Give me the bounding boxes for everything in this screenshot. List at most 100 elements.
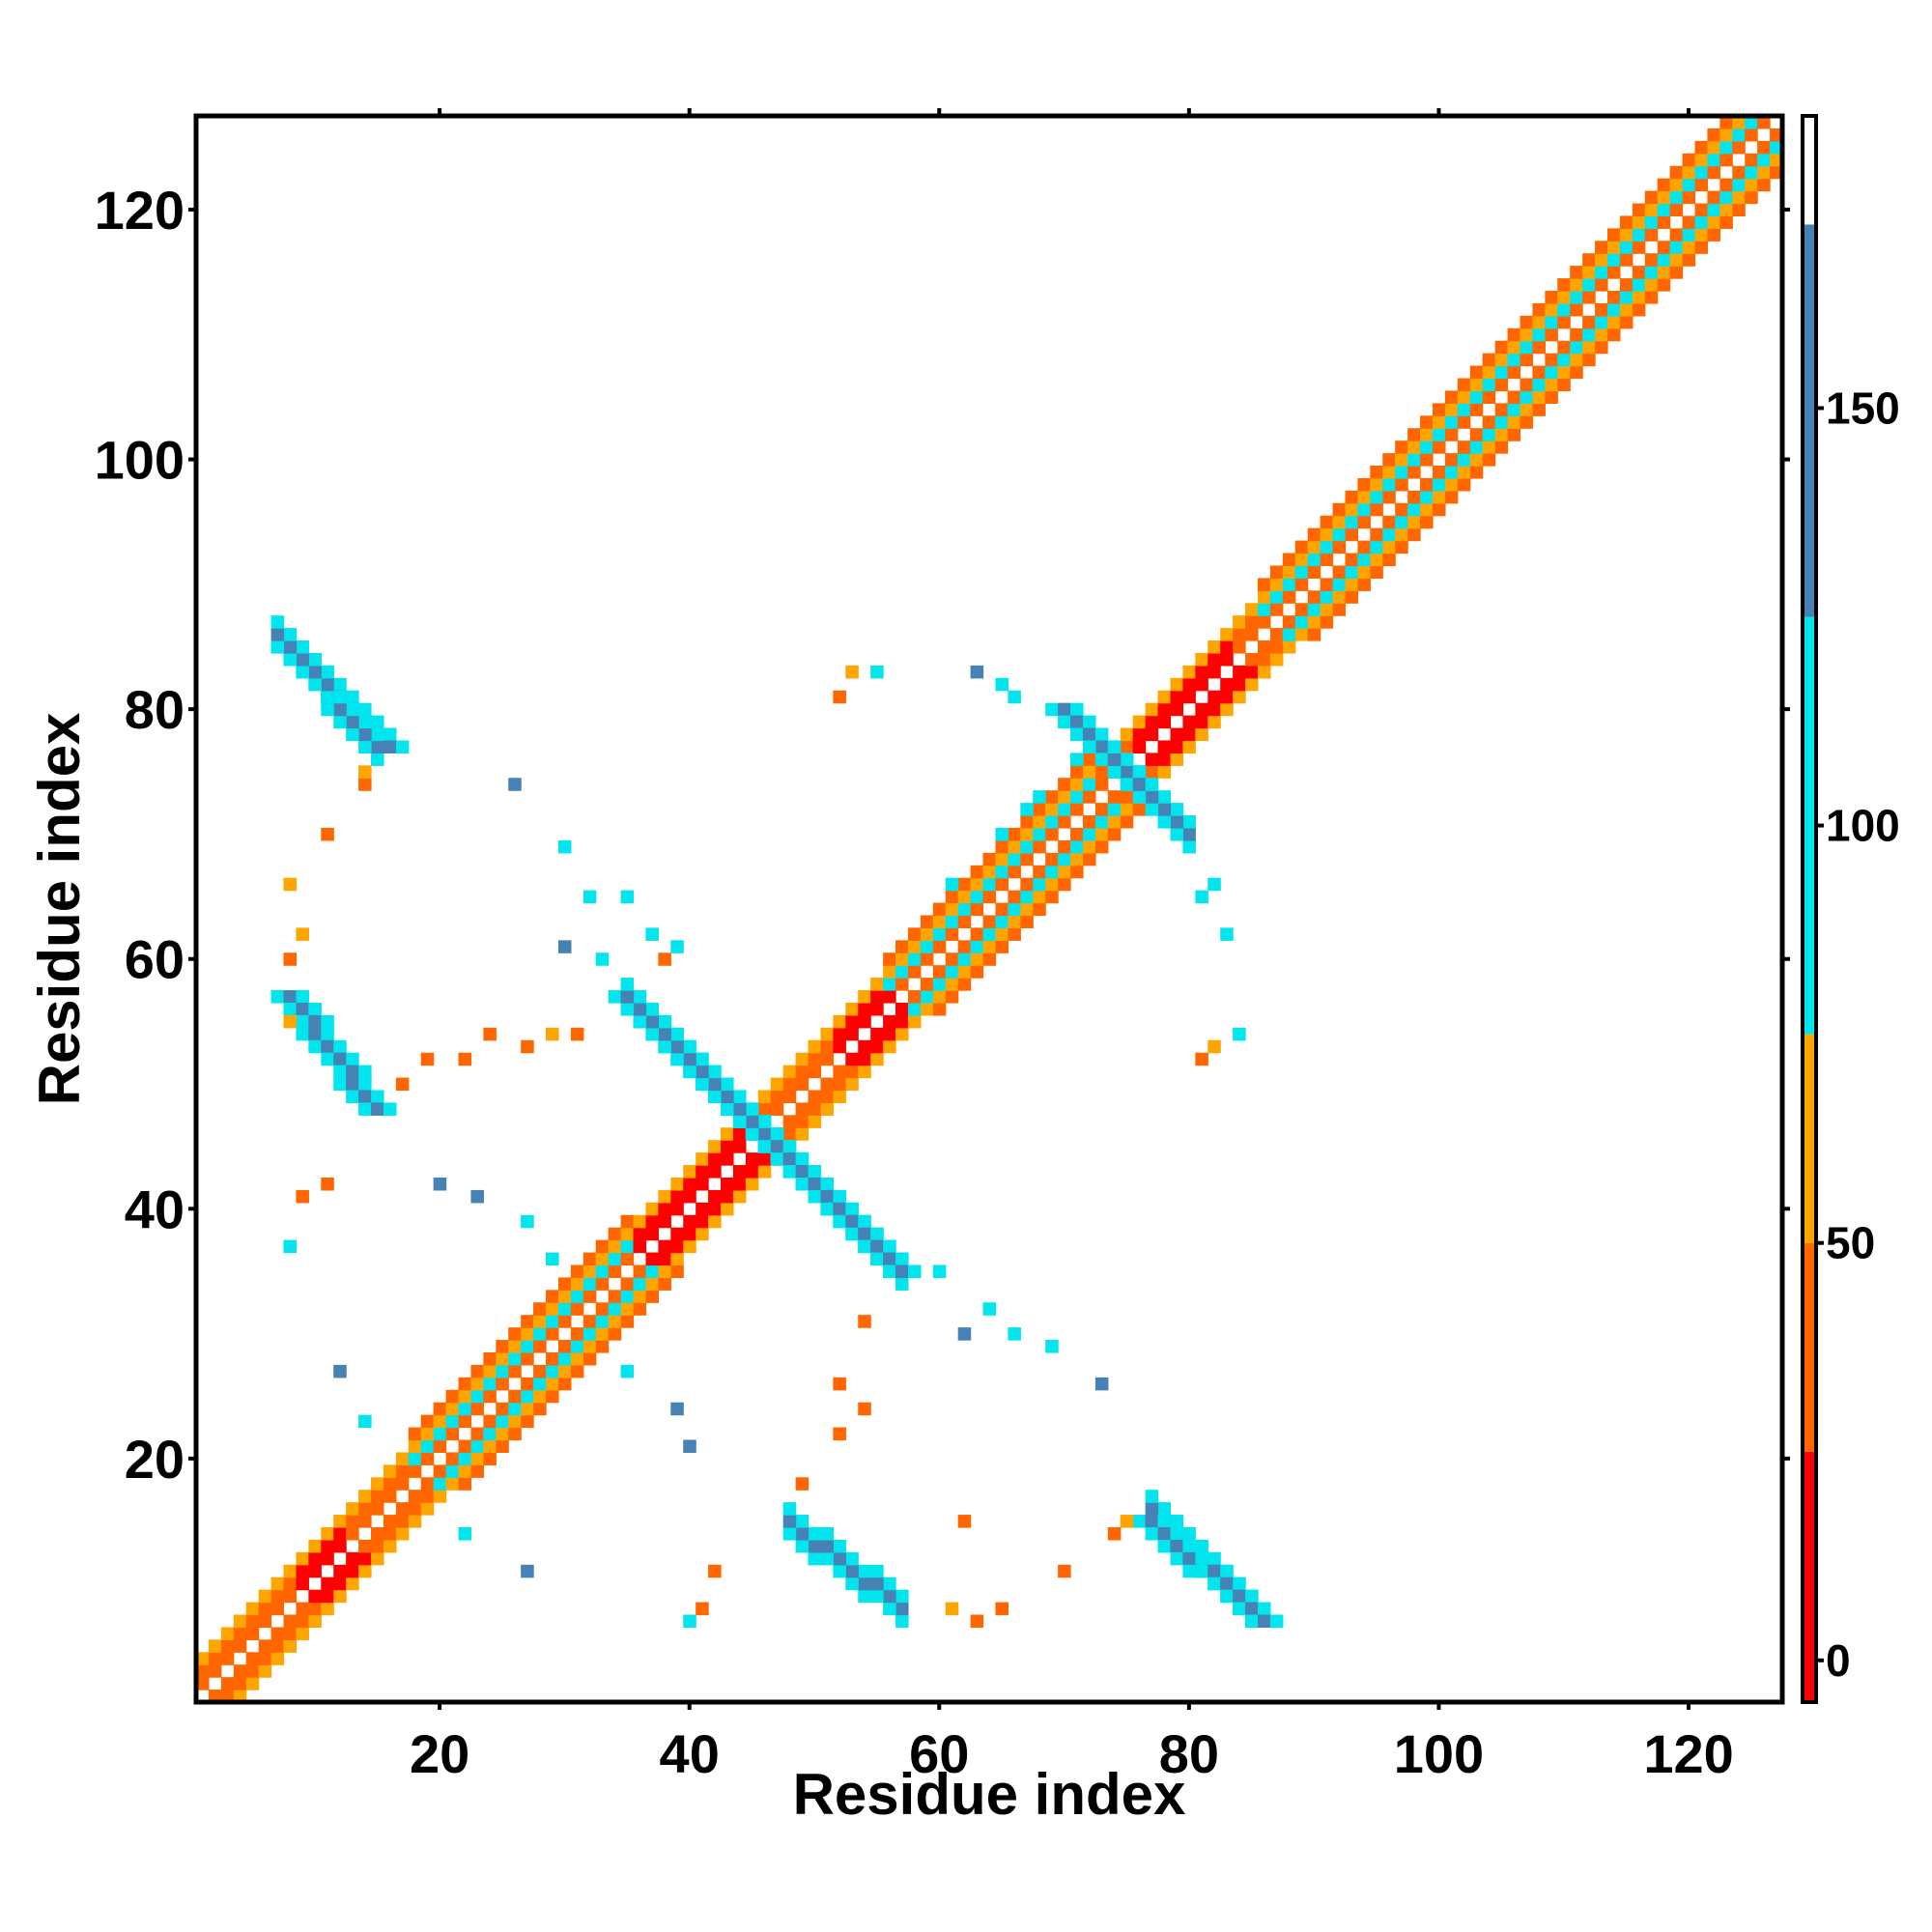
heatmap-cell	[683, 1189, 696, 1204]
heatmap-cell	[1182, 715, 1196, 729]
heatmap-cell	[1195, 677, 1208, 692]
heatmap-cell	[1707, 140, 1720, 155]
heatmap-cell	[696, 1065, 709, 1079]
heatmap-cell	[196, 1664, 210, 1678]
heatmap-cell	[1644, 291, 1659, 304]
heatmap-cell	[870, 990, 884, 1004]
heatmap-cell	[833, 1202, 846, 1216]
heatmap-cell	[1132, 803, 1147, 816]
heatmap-cell	[1370, 565, 1383, 579]
heatmap-cell	[395, 1477, 410, 1491]
heatmap-cell	[970, 940, 984, 953]
heatmap-cell	[696, 1202, 709, 1216]
heatmap-cell	[1657, 215, 1671, 229]
heatmap-cell	[1082, 815, 1096, 829]
heatmap-cell	[670, 1239, 684, 1254]
heatmap-cell	[670, 1177, 684, 1191]
heatmap-cell	[1257, 1602, 1271, 1616]
heatmap-cell	[932, 978, 947, 991]
heatmap-cell	[932, 990, 947, 1004]
heatmap-cell	[883, 965, 896, 979]
heatmap-cell	[670, 1402, 684, 1416]
heatmap-cell	[1595, 278, 1608, 292]
heatmap-cell	[595, 1239, 610, 1254]
heatmap-cell	[1070, 702, 1084, 717]
heatmap-cell	[1732, 116, 1746, 129]
heatmap-cell	[745, 1102, 759, 1116]
heatmap-cell	[395, 1515, 410, 1528]
heatmap-cell	[833, 1539, 846, 1553]
heatmap-cell	[845, 1014, 859, 1029]
heatmap-cell	[296, 665, 309, 679]
heatmap-cell	[483, 1377, 497, 1391]
heatmap-cell	[620, 1302, 635, 1316]
heatmap-cell	[1033, 890, 1046, 904]
heatmap-cell	[258, 1589, 272, 1604]
heatmap-cell	[1632, 228, 1646, 242]
heatmap-cell	[1182, 839, 1196, 854]
heatmap-cell	[557, 839, 572, 854]
heatmap-cell	[907, 965, 922, 979]
heatmap-cell	[1382, 527, 1396, 542]
heatmap-cell	[283, 1564, 298, 1578]
heatmap-cell	[296, 1027, 309, 1041]
heatmap-cell	[820, 1189, 834, 1204]
heatmap-cell	[895, 1264, 909, 1279]
heatmap-cell	[1058, 790, 1071, 804]
heatmap-cell	[1619, 278, 1634, 292]
heatmap-cell	[820, 1039, 834, 1054]
heatmap-cell	[1058, 715, 1071, 729]
heatmap-cell	[1669, 253, 1684, 267]
heatmap-cell	[371, 753, 384, 766]
heatmap-cell	[633, 990, 647, 1004]
heatmap-cell	[458, 1389, 472, 1404]
heatmap-cell	[1395, 540, 1408, 554]
heatmap-cell	[333, 1052, 347, 1066]
heatmap-cell	[508, 1427, 522, 1441]
heatmap-cell	[808, 1165, 822, 1179]
heatmap-cell	[1570, 302, 1583, 317]
heatmap-cell	[757, 1127, 772, 1141]
heatmap-cell	[521, 1377, 534, 1391]
heatmap-cell	[1120, 753, 1134, 766]
heatmap-cell	[920, 952, 934, 966]
heatmap-cell	[907, 1014, 922, 1029]
heatmap-cell	[883, 952, 896, 966]
heatmap-cell	[1107, 753, 1122, 766]
heatmap-cell	[608, 1227, 622, 1241]
heatmap-cell	[321, 1539, 334, 1553]
heatmap-cell	[371, 727, 384, 742]
heatmap-cell	[1070, 852, 1084, 867]
heatmap-cell	[371, 1102, 384, 1116]
heatmap-cell	[708, 1140, 722, 1153]
heatmap-cell	[708, 1090, 722, 1103]
heatmap-cell	[1444, 415, 1459, 429]
heatmap-cell	[870, 1039, 884, 1054]
heatmap-cell	[708, 1152, 722, 1166]
heatmap-cell	[982, 927, 997, 941]
heatmap-cell	[782, 1526, 797, 1541]
heatmap-cell	[1395, 477, 1408, 492]
heatmap-cell	[383, 1464, 397, 1478]
heatmap-cell	[845, 1077, 859, 1092]
heatmap-cell	[1582, 266, 1596, 279]
heatmap-cell	[1307, 540, 1321, 554]
heatmap-cell	[1570, 340, 1583, 355]
y-tick-label: 20	[125, 1429, 185, 1490]
heatmap-cell	[383, 1477, 397, 1491]
heatmap-cell	[1532, 365, 1546, 380]
heatmap-cell	[1732, 128, 1746, 142]
heatmap-cell	[1220, 1564, 1234, 1578]
heatmap-cell	[920, 978, 934, 991]
heatmap-cell	[1469, 428, 1484, 441]
heatmap-cell	[1444, 453, 1459, 467]
heatmap-cell	[483, 1439, 497, 1454]
heatmap-cell	[1145, 715, 1159, 729]
heatmap-cell	[945, 978, 959, 991]
heatmap-cell	[358, 1090, 372, 1103]
heatmap-cell	[957, 902, 972, 917]
heatmap-cell	[1382, 490, 1396, 504]
heatmap-cell	[858, 1052, 871, 1066]
heatmap-cell	[570, 1027, 584, 1041]
heatmap-cell	[1233, 1602, 1246, 1616]
